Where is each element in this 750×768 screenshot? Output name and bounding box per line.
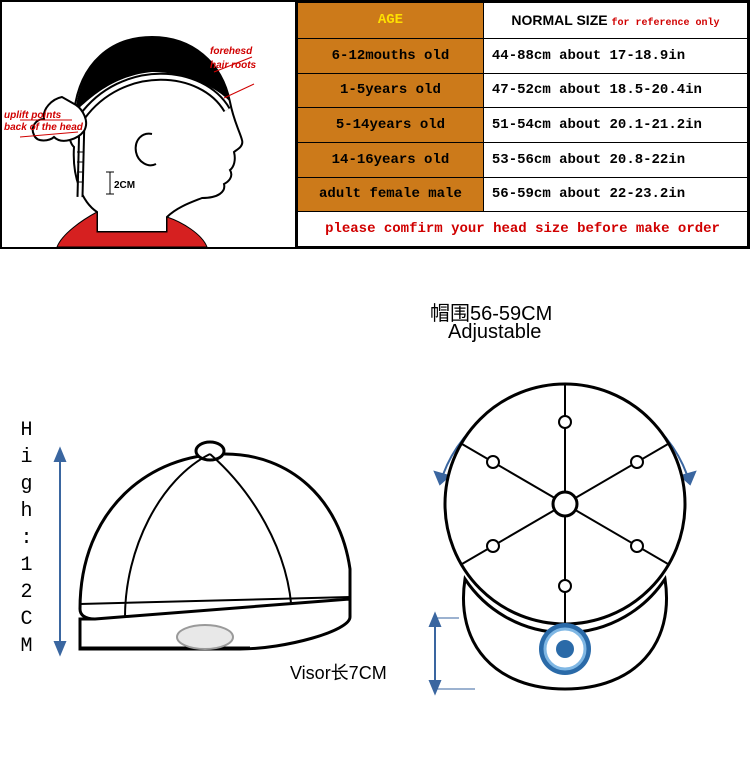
table-row: 1-5years old47-52cm about 18.5-20.4in [298, 73, 748, 108]
table-row: 14-16years old53-56cm about 20.8-22in [298, 142, 748, 177]
table-row: 5-14years old51-54cm about 20.1-21.2in [298, 108, 748, 143]
cap-diagram-panel: 帽围56-59CM Adjustable High:12CM Visor长7CM [0, 289, 750, 719]
confirm-text: please comfirm your head size before mak… [298, 212, 748, 247]
header-age: AGE [298, 3, 484, 39]
brand-text: wuke [556, 661, 573, 668]
label-hair-roots: hair roots [210, 60, 256, 71]
size-cell: 53-56cm about 20.8-22in [483, 142, 747, 177]
label-2cm: 2CM [114, 180, 135, 191]
age-cell: 14-16years old [298, 142, 484, 177]
table-row: 6-12mouths old44-88cm about 17-18.9in [298, 38, 748, 73]
age-cell: adult female male [298, 177, 484, 212]
circumference-en: Adjustable [448, 321, 541, 344]
label-back: back of the head [4, 122, 83, 133]
size-cell: 47-52cm about 18.5-20.4in [483, 73, 747, 108]
age-cell: 5-14years old [298, 108, 484, 143]
label-forehead: forehesd [210, 46, 252, 57]
header-size: NORMAL SIZE for reference only [483, 3, 747, 39]
size-cell: 51-54cm about 20.1-21.2in [483, 108, 747, 143]
header-size-ref: for reference only [611, 18, 719, 29]
age-cell: 1-5years old [298, 73, 484, 108]
size-chart-panel: forehesd hair roots uplift points back o… [0, 0, 750, 249]
age-cell: 6-12mouths old [298, 38, 484, 73]
head-illustration: forehesd hair roots uplift points back o… [2, 2, 297, 247]
cap-side-svg [40, 399, 380, 699]
label-uplift: uplift points [4, 110, 61, 121]
table-row: adult female male56-59cm about 22-23.2in [298, 177, 748, 212]
size-table: AGE NORMAL SIZE for reference only 6-12m… [297, 2, 748, 247]
table-header-row: AGE NORMAL SIZE for reference only [298, 3, 748, 39]
height-label: High:12CM [15, 419, 38, 662]
size-cell: 44-88cm about 17-18.9in [483, 38, 747, 73]
size-cell: 56-59cm about 22-23.2in [483, 177, 747, 212]
header-size-text: NORMAL SIZE [511, 12, 607, 28]
confirm-row: please comfirm your head size before mak… [298, 212, 748, 247]
cap-top-svg: wuke [405, 344, 725, 704]
